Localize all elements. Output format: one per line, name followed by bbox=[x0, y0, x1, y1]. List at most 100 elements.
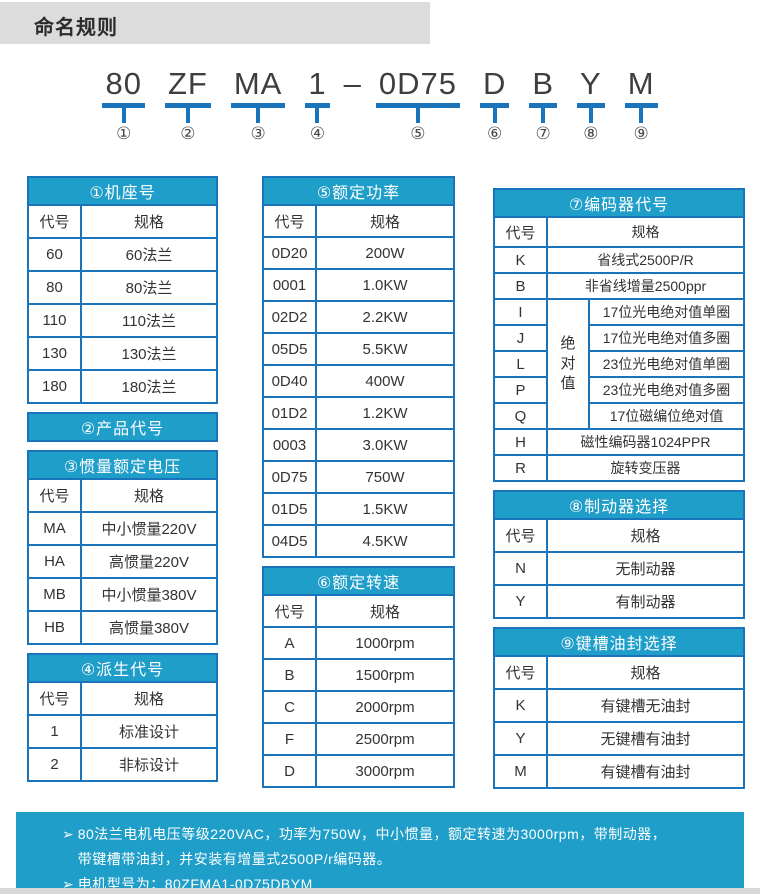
section-title: ⑨键槽油封选择 bbox=[493, 627, 745, 657]
code-cell: Y bbox=[493, 721, 548, 756]
spec-cell: 非省线增量2500ppr bbox=[546, 272, 745, 300]
section-table: ②产品代号 bbox=[27, 412, 218, 442]
connector-line bbox=[185, 107, 190, 123]
code-cell: Y bbox=[493, 584, 548, 619]
spec-cell: 无制动器 bbox=[546, 551, 745, 586]
circled-number: ③ bbox=[250, 123, 266, 143]
table-row: B 1500rpm bbox=[262, 658, 455, 692]
spec-cell: 有制动器 bbox=[546, 584, 745, 619]
code-cell: R bbox=[493, 454, 548, 482]
arrow-bullet-icon: ➢ bbox=[62, 876, 74, 892]
table-row: F 2500rpm bbox=[262, 722, 455, 756]
connector-line bbox=[256, 107, 261, 123]
connector-line bbox=[541, 107, 546, 123]
table-row: 0D75 750W bbox=[262, 460, 455, 494]
code-cell: 80 bbox=[27, 270, 82, 305]
code-cell: 60 bbox=[27, 237, 82, 272]
footer-note-text: 80法兰电机电压等级220VAC，功率为750W，中小惯量，额定转速为3000r… bbox=[77, 826, 667, 867]
code-cell: 0003 bbox=[262, 428, 317, 462]
spec-cell: 高惯量220V bbox=[80, 544, 218, 579]
connector-line bbox=[121, 107, 126, 123]
model-segment: 0D75 ⑤ bbox=[366, 66, 470, 142]
table-row: L 23位光电绝对值单圈 bbox=[493, 350, 745, 378]
spec-cell: 80法兰 bbox=[80, 270, 218, 305]
table-row: H 磁性编码器1024PPR bbox=[493, 428, 745, 456]
code-cell: 0001 bbox=[262, 268, 317, 302]
section-title: ④派生代号 bbox=[27, 653, 218, 683]
model-segment-text: 0D75 bbox=[375, 66, 460, 108]
column-header-code: 代号 bbox=[262, 594, 317, 628]
connector-line bbox=[415, 107, 420, 123]
code-cell: K bbox=[493, 246, 548, 274]
table-row: D 3000rpm bbox=[262, 754, 455, 788]
table-row: MA 中小惯量220V bbox=[27, 511, 218, 546]
table-row: 0D40 400W bbox=[262, 364, 455, 398]
column-header-code: 代号 bbox=[262, 204, 317, 238]
spec-cell: 2.2KW bbox=[315, 300, 455, 334]
circled-number: ⑧ bbox=[583, 123, 599, 143]
section-table: ⑦编码器代号 代号 规格 K 省线式2500P/R B 非省线增量2500ppr I 绝对值 17… bbox=[493, 188, 745, 482]
table-row: HB 高惯量380V bbox=[27, 610, 218, 645]
code-cell: 0D40 bbox=[262, 364, 317, 398]
spec-cell: 高惯量380V bbox=[80, 610, 218, 645]
table-column-3: ⑦编码器代号 代号 规格 K 省线式2500P/R B 非省线增量2500ppr I 绝对值 17… bbox=[493, 188, 745, 797]
code-cell: HA bbox=[27, 544, 82, 579]
model-dash: – bbox=[340, 66, 366, 142]
merged-group-cell: 绝对值 bbox=[546, 298, 590, 430]
circled-number: ② bbox=[180, 123, 196, 143]
column-header-spec: 规格 bbox=[546, 216, 745, 248]
section-title: ①机座号 bbox=[27, 176, 218, 206]
code-cell: D bbox=[262, 754, 317, 788]
spec-cell: 130法兰 bbox=[80, 336, 218, 371]
spec-cell: 有键槽有油封 bbox=[546, 754, 745, 789]
spec-cell: 中小惯量380V bbox=[80, 577, 218, 612]
code-cell: N bbox=[493, 551, 548, 586]
table-row: 80 80法兰 bbox=[27, 270, 218, 305]
code-cell: J bbox=[493, 324, 548, 352]
code-cell: 0D75 bbox=[262, 460, 317, 494]
code-cell: I bbox=[493, 298, 548, 326]
table-row: 180 180法兰 bbox=[27, 369, 218, 404]
model-segment: 80 ① bbox=[92, 66, 154, 142]
table-row: 0001 1.0KW bbox=[262, 268, 455, 302]
table-row: B 非省线增量2500ppr bbox=[493, 272, 745, 300]
model-segment-text: Y bbox=[577, 66, 605, 108]
code-cell: B bbox=[493, 272, 548, 300]
table-row: 110 110法兰 bbox=[27, 303, 218, 338]
vertical-group-label: 绝对值 bbox=[560, 334, 576, 393]
section-table: ⑥额定转速 代号 规格 A 1000rpm B 1500rpm C 2000rpm F 2500rp… bbox=[262, 566, 455, 788]
table-row: K 有键槽无油封 bbox=[493, 688, 745, 723]
connector-line bbox=[588, 107, 593, 123]
table-row: 0D20 200W bbox=[262, 236, 455, 270]
table-row: R 旋转变压器 bbox=[493, 454, 745, 482]
code-cell: 04D5 bbox=[262, 524, 317, 558]
code-cell: 110 bbox=[27, 303, 82, 338]
code-cell: 01D2 bbox=[262, 396, 317, 430]
code-cell: Q bbox=[493, 402, 548, 430]
code-cell: C bbox=[262, 690, 317, 724]
section-table: ⑨键槽油封选择 代号 规格 K 有键槽无油封 Y 无键槽有油封 M 有键槽有油封 bbox=[493, 627, 745, 789]
model-segment-text: ZF bbox=[164, 66, 211, 108]
spec-cell: 60法兰 bbox=[80, 237, 218, 272]
footer-notes: ➢ 80法兰电机电压等级220VAC，功率为750W，中小惯量，额定转速为3000… bbox=[16, 812, 744, 892]
page-title-bar: 命名规则 bbox=[0, 2, 430, 44]
code-cell: 02D2 bbox=[262, 300, 317, 334]
circled-number: ④ bbox=[309, 123, 326, 143]
spec-cell: 180法兰 bbox=[80, 369, 218, 404]
spec-cell: 1.0KW bbox=[315, 268, 455, 302]
code-cell: 130 bbox=[27, 336, 82, 371]
spec-cell: 非标设计 bbox=[80, 747, 218, 782]
column-header-code: 代号 bbox=[493, 216, 548, 248]
section-title: ③惯量额定电压 bbox=[27, 450, 218, 480]
footer-note: ➢ 80法兰电机电压等级220VAC，功率为750W，中小惯量，额定转速为3000… bbox=[62, 822, 734, 872]
circled-number: ⑤ bbox=[410, 123, 426, 143]
table-row: P 23位光电绝对值多圈 bbox=[493, 376, 745, 404]
code-cell: F bbox=[262, 722, 317, 756]
arrow-bullet-icon: ➢ bbox=[62, 826, 74, 842]
model-segment-text: D bbox=[479, 66, 510, 108]
table-row: HA 高惯量220V bbox=[27, 544, 218, 579]
